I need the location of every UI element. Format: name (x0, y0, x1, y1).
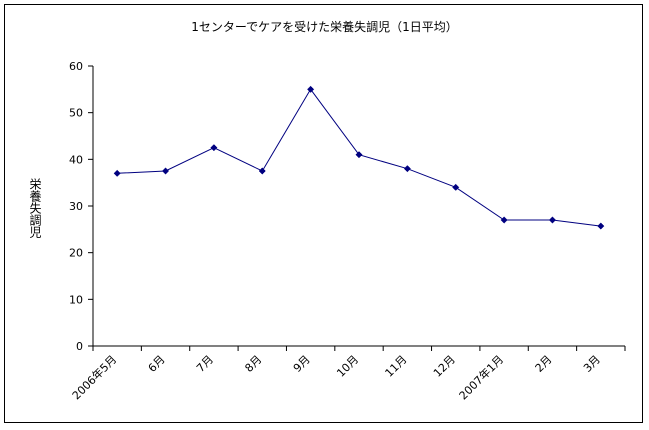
x-tick-label: 7月 (194, 353, 216, 375)
x-tick-label: 12月 (431, 353, 458, 380)
axes (92, 66, 625, 347)
x-tick-label: 10月 (334, 353, 361, 380)
y-tick-label: 40 (69, 153, 83, 166)
data-point-marker (403, 165, 411, 173)
data-point-marker (452, 183, 460, 191)
data-point-marker (258, 167, 266, 175)
x-tick-label: 3月 (581, 353, 603, 375)
data-point-marker (161, 167, 170, 175)
data-point-marker (548, 216, 557, 224)
data-point-marker (113, 169, 121, 177)
chart-title: 1センターでケアを受けた栄養失調児（1日平均） (191, 20, 458, 34)
data-point-marker (500, 216, 508, 224)
y-tick-label: 60 (69, 60, 83, 73)
x-tick-label: 2006年5月 (69, 352, 119, 402)
y-tick-label: 30 (69, 200, 83, 213)
y-tick-label: 20 (69, 247, 83, 260)
series-group (113, 85, 605, 230)
data-point-marker (307, 85, 315, 93)
x-tick-label: 11月 (383, 353, 410, 380)
y-tick-label: 50 (69, 107, 83, 120)
data-point-marker (210, 144, 218, 152)
y-tick-label: 10 (69, 293, 83, 306)
y-tick-label: 0 (76, 340, 83, 353)
data-point-marker (597, 222, 605, 230)
data-point-marker (355, 151, 363, 159)
x-tick-label: 9月 (291, 353, 313, 375)
chart-frame (4, 4, 643, 423)
x-tick-label: 6月 (146, 353, 168, 375)
y-ticks: 0 10 20 30 40 50 60 (69, 60, 93, 353)
x-tick-label: 2月 (533, 353, 555, 375)
x-tick-label: 2007年1月 (456, 352, 506, 402)
x-tick-label: 8月 (242, 353, 264, 375)
y-axis-title: 栄養失調児 (28, 178, 42, 238)
